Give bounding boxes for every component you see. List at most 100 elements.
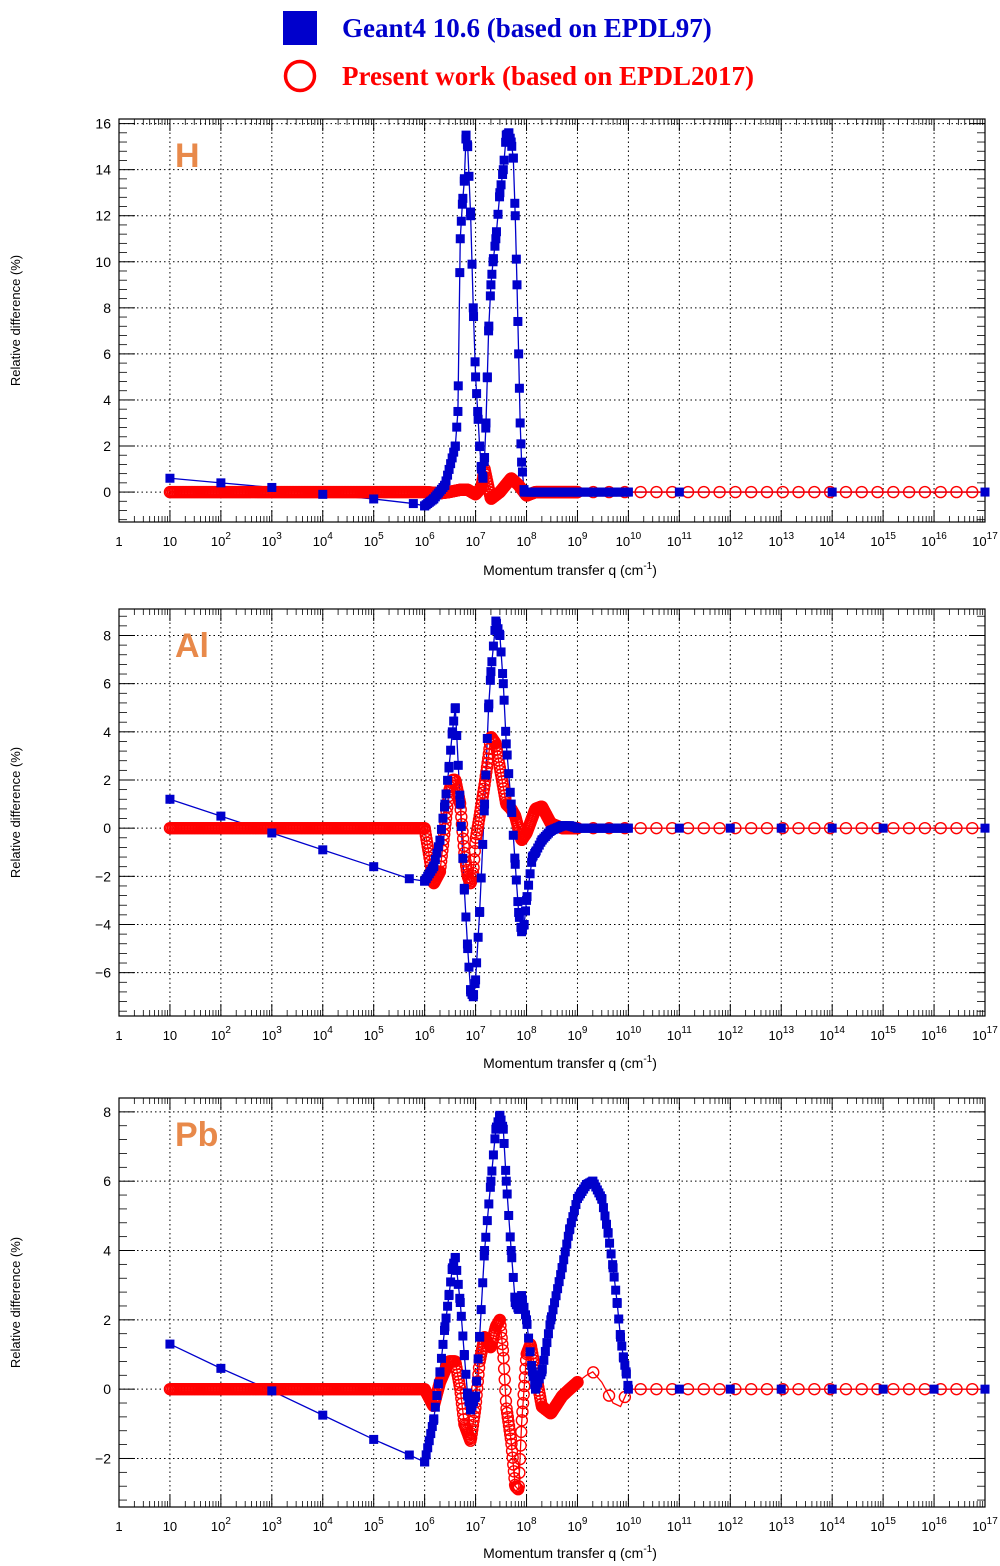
data-point-geant4 [493,209,503,219]
data-point-present-work [467,861,480,874]
data-point-geant4 [404,1450,414,1460]
data-point-present-work [950,485,963,499]
data-point-geant4 [450,704,460,714]
data-point-present-work [887,485,900,499]
data-point-geant4 [571,1200,581,1210]
data-point-geant4 [455,799,465,809]
x-tick-label: 103 [262,1516,282,1534]
x-tick-label: 1012 [717,1025,743,1043]
data-point-present-work [517,1388,530,1401]
series-markers-present-work [163,1313,979,1496]
x-tick-label: 1013 [768,1516,794,1534]
legend-label-geant4: Geant4 10.6 (based on EPDL97) [342,12,712,43]
data-point-geant4 [504,1210,514,1220]
x-tick-label: 107 [466,531,486,549]
data-point-geant4 [449,716,459,726]
data-point-geant4 [485,1182,495,1192]
data-point-geant4 [424,1436,434,1446]
data-point-geant4 [568,1212,578,1222]
data-point-present-work [887,821,900,835]
data-point-geant4 [438,1339,448,1349]
data-point-geant4 [514,383,524,393]
x-tick-label: 109 [567,1025,587,1043]
data-point-geant4 [522,892,532,902]
data-point-geant4 [725,1384,735,1394]
x-tick-label: 105 [364,1516,384,1534]
data-point-geant4 [527,1360,537,1370]
filled-square-marker-icon [282,10,318,46]
data-point-present-work [500,1406,514,1420]
x-tick-label: 102 [211,1025,231,1043]
x-tick-label: 1013 [768,1025,794,1043]
data-point-present-work [855,1382,868,1396]
data-point-geant4 [487,1166,497,1176]
data-point-present-work [808,821,821,835]
data-point-present-work [515,1414,529,1427]
data-point-geant4 [521,906,531,916]
y-axis-ticks [119,1097,985,1501]
data-point-geant4 [458,1331,468,1341]
data-point-geant4 [473,1354,483,1364]
series-markers-present-work [163,730,979,890]
data-point-present-work [902,485,916,499]
data-point-present-work [571,1376,584,1389]
data-point-geant4 [542,1338,552,1348]
legend-label-present-work: Present work (based on EPDL2017) [342,60,755,91]
data-point-present-work [477,786,490,799]
data-point-geant4 [472,389,482,399]
data-point-geant4 [443,470,453,480]
data-point-geant4 [524,1333,534,1343]
data-point-present-work [918,821,932,835]
data-point-present-work [502,1419,516,1432]
data-point-present-work [495,1331,508,1345]
data-point-geant4 [827,823,837,833]
data-point-present-work [839,485,853,499]
data-point-geant4 [491,618,501,628]
data-point-present-work [808,1382,821,1396]
data-point-geant4 [408,499,418,509]
data-point-geant4 [471,372,481,382]
data-point-geant4 [519,1302,529,1312]
legend: Geant4 10.6 (based on EPDL97) Present wo… [0,0,1000,110]
y-tick-label: 8 [103,300,111,316]
y-axis-label: Relative difference (%) [8,1237,23,1368]
data-point-geant4 [514,907,524,917]
series-markers-geant4 [165,128,990,511]
data-point-geant4 [597,1194,607,1204]
x-axis-ticks [118,609,986,1016]
data-point-geant4 [456,216,466,226]
data-point-geant4 [553,1284,563,1294]
data-point-geant4 [484,326,494,336]
data-point-geant4 [605,1238,615,1248]
data-point-geant4 [470,979,480,989]
data-point-geant4 [512,280,522,290]
data-point-geant4 [776,823,786,833]
data-point-geant4 [623,1380,633,1390]
data-point-present-work [506,1451,519,1464]
data-point-geant4 [499,695,509,705]
data-point-geant4 [491,1122,501,1132]
data-point-present-work [634,1382,647,1396]
data-point-present-work [855,485,868,499]
x-tick-label: 104 [313,1516,333,1534]
data-point-geant4 [455,268,465,278]
data-point-present-work [456,832,470,845]
data-point-present-work [496,1337,509,1351]
data-point-present-work [792,1382,805,1396]
data-point-geant4 [488,641,498,651]
data-point-geant4 [461,912,471,922]
series-markers-geant4 [165,616,990,1002]
data-point-geant4 [453,760,463,770]
data-point-present-work [501,1410,514,1424]
data-point-geant4 [465,985,475,995]
data-point-geant4 [513,316,523,326]
data-point-geant4 [488,1150,498,1160]
data-point-geant4 [505,133,515,143]
data-point-geant4 [469,312,479,322]
data-point-geant4 [519,920,529,930]
data-point-geant4 [369,494,379,504]
data-point-geant4 [216,1363,226,1373]
data-point-geant4 [452,1265,462,1275]
data-point-geant4 [475,442,485,452]
